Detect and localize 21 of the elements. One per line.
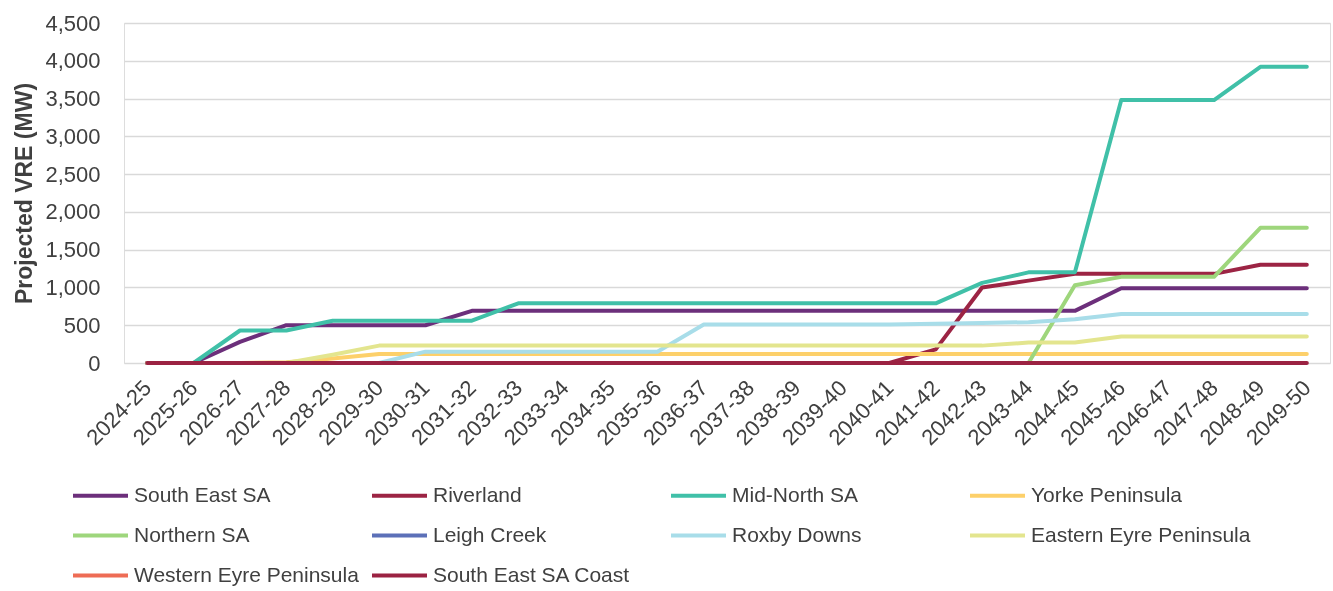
y-tick-label: 0 — [88, 350, 101, 376]
y-tick-label: 2,500 — [45, 161, 101, 187]
y-tick-label: 4,000 — [45, 48, 101, 74]
legend-label: Yorke Peninsula — [1031, 482, 1183, 506]
legend-label: Roxby Downs — [732, 522, 862, 546]
legend-label: Eastern Eyre Peninsula — [1031, 522, 1251, 546]
y-axis-title: Projected VRE (MW) — [11, 82, 38, 305]
y-tick-label: 1,000 — [45, 274, 101, 300]
legend-label: South East SA — [134, 482, 271, 506]
legend-label: Northern SA — [134, 522, 250, 546]
y-tick-label: 500 — [63, 312, 101, 338]
y-tick-label: 4,500 — [45, 10, 101, 36]
legend-label: Western Eyre Peninsula — [134, 562, 360, 586]
y-tick-label: 1,500 — [45, 237, 101, 263]
legend-label: South East SA Coast — [433, 562, 630, 586]
legend-label: Leigh Creek — [433, 522, 547, 546]
y-tick-label: 3,500 — [45, 86, 101, 112]
y-tick-label: 2,000 — [45, 199, 101, 225]
legend-label: Mid-North SA — [732, 482, 859, 506]
y-tick-label: 3,000 — [45, 123, 101, 149]
legend-label: Riverland — [433, 482, 522, 506]
